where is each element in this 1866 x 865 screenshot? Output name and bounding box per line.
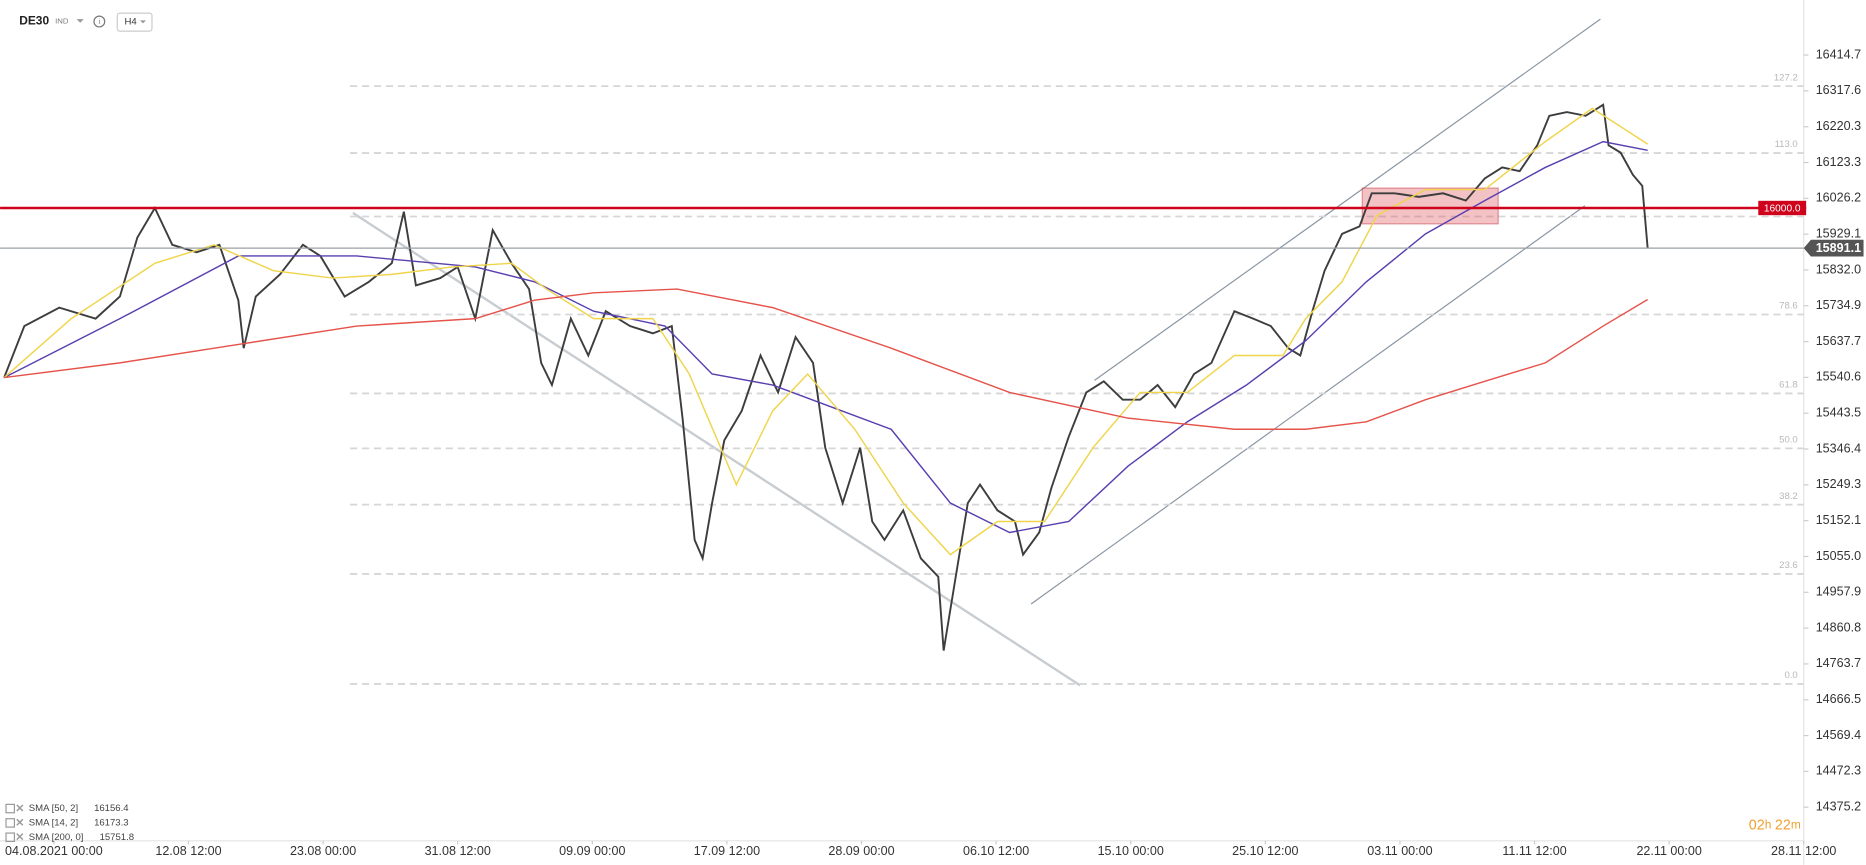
legend-remove[interactable] <box>16 818 24 826</box>
fib-label: 23.6 <box>1779 560 1798 571</box>
sma-line <box>3 107 1649 556</box>
dropdown-arrow[interactable] <box>140 20 146 24</box>
current-price-label: 15891.1 <box>1816 241 1861 255</box>
legend-value: 16173.3 <box>94 817 129 828</box>
countdown-unit: m <box>1791 817 1801 831</box>
fib-label: 38.2 <box>1779 491 1798 502</box>
channel-lower[interactable] <box>1030 205 1586 605</box>
y-tick-label: 15152.1 <box>1816 513 1861 527</box>
y-tick-label: 14957.9 <box>1816 585 1861 599</box>
y-tick-label: 16220.3 <box>1816 119 1861 133</box>
x-tick-label: 12.08 12:00 <box>155 844 221 858</box>
info-icon[interactable] <box>93 15 106 28</box>
y-tick-label: 15734.9 <box>1816 298 1861 312</box>
countdown: 02h 22m <box>1749 817 1801 833</box>
legend-icon <box>5 818 16 828</box>
interval-select[interactable] <box>116 12 153 32</box>
y-tick-label: 16414.7 <box>1816 47 1861 61</box>
fib-label: 61.8 <box>1779 380 1798 391</box>
dropdown-arrow[interactable] <box>76 19 84 23</box>
x-tick-label: 15.10 00:00 <box>1098 844 1164 858</box>
y-tick-label: 14375.2 <box>1816 800 1861 814</box>
x-tick-label: 25.10 12:00 <box>1232 844 1298 858</box>
fib-label: 78.6 <box>1779 301 1798 312</box>
x-tick-label: 31.08 12:00 <box>425 844 491 858</box>
legend-name: SMA [200, 0] <box>29 832 84 843</box>
countdown-minutes: 22 <box>1775 817 1791 833</box>
fib-label: 50.0 <box>1779 435 1798 446</box>
x-tick-label: 17.09 12:00 <box>694 844 760 858</box>
legend-value: 16156.4 <box>94 803 129 814</box>
channel-upper[interactable] <box>1094 18 1601 381</box>
sma-line <box>4 288 1649 430</box>
y-tick-label: 14763.7 <box>1816 656 1861 670</box>
plot <box>3 85 1804 685</box>
legend-remove[interactable] <box>16 833 24 841</box>
y-tick-label: 15637.7 <box>1816 334 1861 348</box>
countdown-unit: h <box>1765 817 1772 831</box>
y-tick-label: 15249.3 <box>1816 477 1861 491</box>
y-tick-label: 15346.4 <box>1816 441 1861 455</box>
downtrend-line[interactable] <box>352 211 1081 687</box>
fib-label: 113.0 <box>1775 139 1798 150</box>
y-tick-label: 15055.0 <box>1816 549 1861 563</box>
y-tick-label: 15832.0 <box>1816 262 1861 276</box>
x-tick-label: 11.11 12:00 <box>1502 844 1566 858</box>
y-tick-label: 16026.2 <box>1816 191 1861 205</box>
y-tick-label: 14860.8 <box>1816 620 1861 634</box>
info-i: i <box>99 18 101 26</box>
y-tick-label: 15540.6 <box>1816 370 1861 384</box>
legend-value: 15751.8 <box>100 832 135 843</box>
symbol[interactable]: DE30 <box>19 14 49 28</box>
y-tick-label: 15443.5 <box>1816 406 1861 420</box>
legend-icon <box>5 832 16 843</box>
x-tick-label: 09.09 00:00 <box>559 844 625 858</box>
y-tick-label: 16123.3 <box>1816 155 1861 169</box>
legend-icon <box>5 803 16 814</box>
level-tag <box>1758 200 1807 216</box>
x-tick-label: 06.10 12:00 <box>963 844 1029 858</box>
y-tick-label: 14666.5 <box>1816 692 1861 706</box>
x-tick-label: 23.08 00:00 <box>290 844 356 858</box>
x-tick-label: 22.11 00:00 <box>1636 844 1701 858</box>
legend-name: SMA [50, 2] <box>29 803 78 814</box>
legend-name: SMA [14, 2] <box>29 817 78 828</box>
y-tick-label: 14569.4 <box>1816 728 1861 742</box>
market: IND <box>55 17 69 26</box>
level-label: 16000.0 <box>1764 203 1801 214</box>
x-tick-label: 03.11 00:00 <box>1367 844 1432 858</box>
y-tick-label: 14472.3 <box>1816 764 1861 778</box>
fib-label: 127.2 <box>1774 72 1798 83</box>
fib-label: 0.0 <box>1784 670 1797 681</box>
x-tick-label: 04.08.2021 00:00 <box>5 844 103 858</box>
y-tick-label: 15929.1 <box>1816 226 1861 240</box>
countdown-hours: 02 <box>1749 817 1765 833</box>
y-tick-label: 16317.6 <box>1816 83 1861 97</box>
current-price-tag <box>1803 239 1864 257</box>
price-line <box>3 103 1649 651</box>
sma-line <box>3 140 1648 534</box>
x-tick-label: 28.09 00:00 <box>828 844 894 858</box>
x-tick-label: 28.11 12:00 <box>1771 844 1836 858</box>
legend-remove[interactable] <box>16 804 24 812</box>
interval: H4 <box>124 17 137 28</box>
